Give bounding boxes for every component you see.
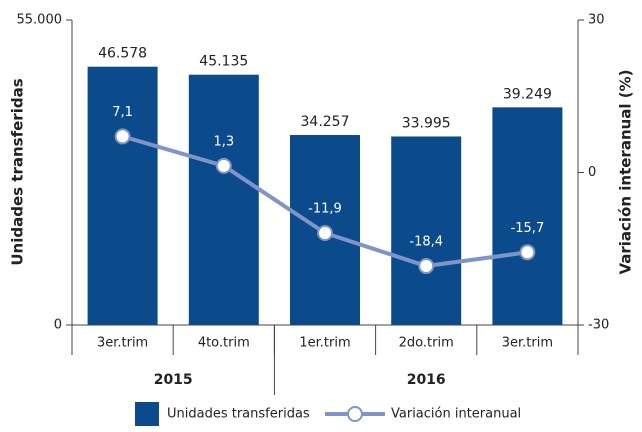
bar xyxy=(391,136,462,325)
x-tick-label: 1er.trim xyxy=(299,336,350,351)
y2-tick-label: -30 xyxy=(588,318,609,333)
legend-marker xyxy=(347,406,363,422)
line-value-label: -15,7 xyxy=(511,221,545,236)
x-tick-label: 4to.trim xyxy=(198,336,250,351)
bar xyxy=(87,66,158,325)
group-label: 2016 xyxy=(407,372,446,388)
bar xyxy=(492,107,563,325)
y-tick-label: 55.000 xyxy=(17,13,63,28)
line-marker xyxy=(519,244,536,261)
x-tick-label: 2do.trim xyxy=(399,336,454,351)
line-value-label: -18,4 xyxy=(409,235,443,250)
bar xyxy=(188,74,259,326)
line-marker xyxy=(317,224,333,241)
y-axis-label: Unidades transferidas xyxy=(9,78,27,265)
line-marker xyxy=(418,258,435,275)
line-value-label: 1,3 xyxy=(213,134,234,149)
bar-value-label: 39.249 xyxy=(503,86,552,102)
line-value-label: -11,9 xyxy=(308,201,342,216)
bar-value-label: 34.257 xyxy=(301,114,350,130)
x-tick-label: 3er.trim xyxy=(502,336,553,351)
legend-swatch xyxy=(135,402,159,426)
bar-value-label: 33.995 xyxy=(402,115,451,131)
y2-tick-label: 0 xyxy=(588,165,596,180)
x-tick-label: 3er.trim xyxy=(97,336,148,351)
line-value-label: 7,1 xyxy=(112,105,133,120)
group-label: 2015 xyxy=(154,372,193,388)
y-tick-label: 0 xyxy=(54,318,62,333)
y2-tick-label: 30 xyxy=(588,13,605,28)
y2-axis-label: Variación interanual (%) xyxy=(617,69,635,274)
line-marker xyxy=(215,157,232,174)
legend-label: Unidades transferidas xyxy=(167,407,310,422)
legend-label: Variación interanual xyxy=(391,407,521,422)
bar-value-label: 46.578 xyxy=(98,46,147,62)
line-marker xyxy=(114,128,131,145)
bar-value-label: 45.135 xyxy=(199,54,248,70)
